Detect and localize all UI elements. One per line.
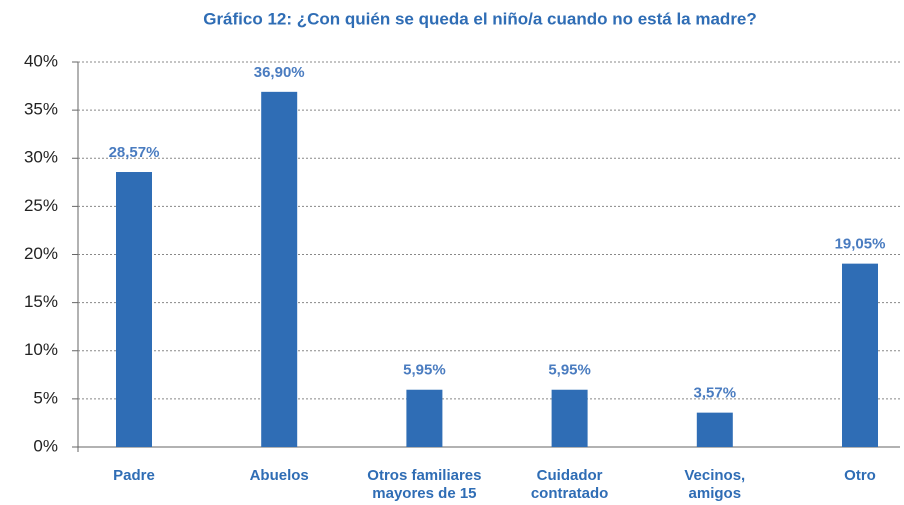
bar [696,412,733,447]
bar [551,389,588,447]
data-label: 5,95% [548,362,591,379]
data-label: 5,95% [403,362,446,379]
x-tick-label: Padre [113,467,155,484]
x-tick-label: Cuidador contratado [531,467,609,502]
x-tick-label: Otro [844,467,876,484]
bar [261,91,298,448]
y-tick-label: 15% [24,292,58,311]
chart-title: Gráfico 12: ¿Con quién se queda el niño/… [203,9,757,28]
data-label: 19,05% [835,236,886,253]
data-label: 3,57% [694,385,737,402]
y-tick-label: 20% [24,244,58,263]
y-tick-label: 35% [24,100,58,119]
x-tick-label: Vecinos, amigos [684,467,745,502]
y-tick-label: 30% [24,148,58,167]
data-label: 36,90% [254,64,305,81]
x-tick-label: Otros familiares mayores de 15 [367,467,481,502]
y-tick-label: 5% [33,388,58,407]
x-tick-label: Abuelos [250,467,309,484]
y-tick-label: 40% [24,51,58,70]
y-tick-label: 10% [24,340,58,359]
bar [842,263,878,447]
y-tick-label: 25% [24,196,58,215]
bar [116,172,152,448]
y-tick-label: 0% [33,436,58,455]
bar [406,389,443,447]
data-label: 28,57% [109,144,160,161]
